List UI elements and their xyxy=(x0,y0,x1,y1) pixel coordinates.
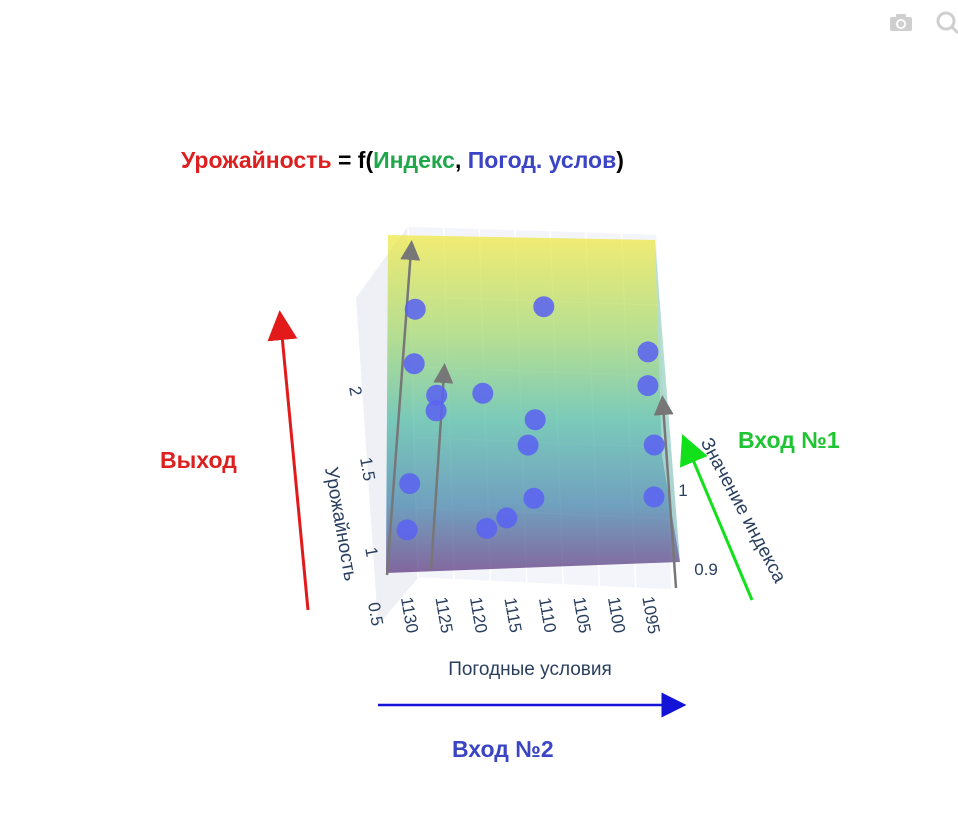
title-part-3: , xyxy=(455,147,468,173)
output-label: Выход xyxy=(160,447,237,473)
data-point-2[interactable] xyxy=(426,384,448,406)
x-tick-label: 1095 xyxy=(638,595,663,636)
chart-title: Урожайность = f(Индекс, Погод. услов) xyxy=(181,147,624,173)
title-part-5: ) xyxy=(616,147,624,173)
data-point-5[interactable] xyxy=(533,296,555,318)
tick-labels: 1130 1125 1120 1115 1110 1105 1100 1095 0.5 1 1.5 2… xyxy=(345,385,718,636)
output-arrow xyxy=(267,310,310,611)
x-tick-label: 1110 xyxy=(535,596,560,634)
title-part-2: Индекс xyxy=(373,147,455,173)
data-point-13[interactable] xyxy=(637,341,659,363)
input1-label: Вход №1 xyxy=(738,427,840,453)
y-tick-label: 1 xyxy=(678,481,687,500)
x-axis-title: Погодные условия xyxy=(448,659,612,680)
data-point-14[interactable] xyxy=(637,375,659,397)
title-part-0: Урожайность xyxy=(181,147,332,173)
data-point-16[interactable] xyxy=(643,486,665,508)
data-point-0[interactable] xyxy=(404,298,426,320)
data-point-8[interactable] xyxy=(399,473,421,495)
input1-arrow xyxy=(679,434,754,601)
zoom-icon[interactable] xyxy=(933,8,958,36)
title-part-4: Погод. услов xyxy=(468,147,617,173)
data-point-7[interactable] xyxy=(517,434,539,456)
z-tick-label: 0.5 xyxy=(364,601,387,628)
y-axis-line xyxy=(653,395,678,589)
data-point-6[interactable] xyxy=(524,409,546,431)
y-tick-label: 0.9 xyxy=(694,560,718,579)
x-tick-label: 1130 xyxy=(397,595,422,634)
fitted-surface xyxy=(386,235,680,573)
x-tick-label: 1115 xyxy=(500,596,525,634)
z-tick-label: 2 xyxy=(345,385,365,398)
grid-line-z xyxy=(417,577,673,591)
data-point-12[interactable] xyxy=(523,487,545,509)
x-tick-label: 1100 xyxy=(604,595,629,634)
data-point-15[interactable] xyxy=(643,434,665,456)
z-tick-label: 1.5 xyxy=(356,456,379,483)
data-point-3[interactable] xyxy=(425,400,447,422)
data-point-11[interactable] xyxy=(496,507,518,529)
title-part-1: = f( xyxy=(332,147,374,173)
input2-label: Вход №2 xyxy=(452,736,554,762)
x-tick-label: 1125 xyxy=(431,595,456,634)
data-point-1[interactable] xyxy=(403,353,425,375)
plot-scene: 1130 1125 1120 1115 1110 1105 1100 1095 0.5 1 1.5 2… xyxy=(320,225,790,680)
grid-line-z xyxy=(407,225,658,235)
data-point-10[interactable] xyxy=(476,517,498,539)
data-point-4[interactable] xyxy=(472,382,494,404)
data-point-9[interactable] xyxy=(396,519,418,541)
camera-icon[interactable] xyxy=(887,8,915,36)
z-tick-label: 1 xyxy=(361,546,381,559)
x-tick-label: 1120 xyxy=(466,595,491,634)
z-axis-title: Урожайность xyxy=(320,466,361,583)
x-tick-label: 1105 xyxy=(569,595,594,634)
data-points xyxy=(396,296,665,541)
